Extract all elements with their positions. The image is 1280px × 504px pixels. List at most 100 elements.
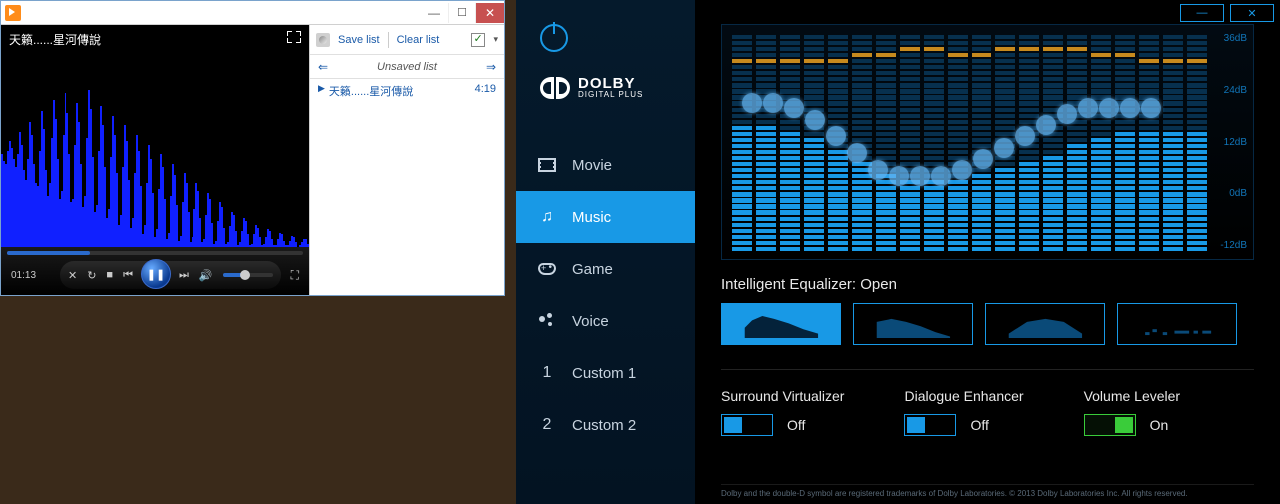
dolby-minimize-button[interactable]: — <box>1180 4 1224 22</box>
volume-slider[interactable] <box>223 273 273 277</box>
nav-item-c1[interactable]: 1 Custom 1 <box>516 347 695 399</box>
wmp-window: — ☐ ✕ 天籟......星河傳說 01:13 ✕ ↻ ■ ⏮ ❚❚ ⏭ <box>0 0 505 296</box>
eq-band[interactable] <box>852 33 872 251</box>
spectrum-visualizer <box>1 87 309 247</box>
eq-band[interactable] <box>1043 33 1063 251</box>
equalizer-panel: 36dB24dB12dB0dB-12dB <box>721 24 1254 260</box>
db-label: -12dB <box>1211 240 1247 251</box>
eq-band[interactable] <box>972 33 992 251</box>
playlist-back-button[interactable]: ⇐ <box>318 60 328 74</box>
dolby-main-panel: — ✕ 36dB24dB12dB0dB-12dB Intelligent Equ… <box>695 0 1280 504</box>
eq-band[interactable] <box>1187 33 1207 251</box>
playlist-item-duration: 4:19 <box>475 83 496 99</box>
eq-band[interactable] <box>924 33 944 251</box>
toggle-value: Off <box>970 417 988 433</box>
num2-icon: 2 <box>538 416 556 434</box>
movie-icon <box>538 156 556 174</box>
fullscreen-toggle-icon[interactable]: ⛶ <box>291 268 299 283</box>
double-d-icon <box>540 77 570 99</box>
toggle-surround-virtualizer: Surround VirtualizerOff <box>721 388 844 436</box>
eq-band[interactable] <box>1091 33 1111 251</box>
ieq-preset-balanced[interactable] <box>1117 303 1237 345</box>
playlist-forward-button[interactable]: ⇒ <box>486 60 496 74</box>
music-icon: ♫ <box>538 208 556 226</box>
wmp-body: 天籟......星河傳說 01:13 ✕ ↻ ■ ⏮ ❚❚ ⏭ 🔊 <box>1 25 504 295</box>
toggle-label: Volume Leveler <box>1084 388 1181 404</box>
nav-label: Voice <box>572 313 609 330</box>
nav-label: Game <box>572 261 613 278</box>
eq-band[interactable] <box>1139 33 1159 251</box>
wmp-transport-bar: 01:13 ✕ ↻ ■ ⏮ ❚❚ ⏭ 🔊 ⛶ <box>1 247 309 295</box>
wmp-visualization-pane: 天籟......星河傳說 01:13 ✕ ↻ ■ ⏮ ❚❚ ⏭ 🔊 <box>1 25 309 295</box>
game-icon <box>538 260 556 278</box>
stop-button[interactable]: ■ <box>106 269 113 281</box>
wmp-app-icon <box>5 5 21 21</box>
transport-pill: ✕ ↻ ■ ⏮ ❚❚ ⏭ 🔊 <box>60 261 281 289</box>
db-label: 12dB <box>1211 137 1247 148</box>
now-playing-title: 天籟......星河傳說 <box>9 31 101 48</box>
maximize-button[interactable]: ☐ <box>448 3 476 23</box>
playlist-item-name: 天籟......星河傳說 <box>329 83 475 99</box>
nav-item-movie[interactable]: Movie <box>516 139 695 191</box>
dolby-close-button[interactable]: ✕ <box>1230 4 1274 22</box>
repeat-button[interactable]: ↻ <box>87 269 96 282</box>
eq-band[interactable] <box>995 33 1015 251</box>
expand-corners-icon[interactable] <box>287 31 301 43</box>
eq-band[interactable] <box>876 33 896 251</box>
nav-item-voice[interactable]: Voice <box>516 295 695 347</box>
eq-band[interactable] <box>900 33 920 251</box>
toggle-label: Dialogue Enhancer <box>904 388 1023 404</box>
playlist-item[interactable]: ▶天籟......星河傳說4:19 <box>310 79 504 103</box>
nav-label: Movie <box>572 157 612 174</box>
eq-band[interactable] <box>1115 33 1135 251</box>
ieq-preset-open[interactable] <box>721 303 841 345</box>
footer-text: Dolby and the double-D symbol are regist… <box>721 484 1254 498</box>
playlist-check-icon[interactable] <box>471 33 485 47</box>
eq-band[interactable] <box>1067 33 1087 251</box>
toggle-switch[interactable] <box>904 414 956 436</box>
equalizer-bands[interactable] <box>732 33 1207 251</box>
toggle-switch[interactable] <box>1084 414 1136 436</box>
eq-band[interactable] <box>948 33 968 251</box>
close-button[interactable]: ✕ <box>476 3 504 23</box>
nav-label: Custom 1 <box>572 365 636 382</box>
play-pause-button[interactable]: ❚❚ <box>141 259 171 289</box>
nav-item-music[interactable]: ♫Music <box>516 191 695 243</box>
toggle-volume-leveler: Volume LevelerOn <box>1084 388 1181 436</box>
ieq-preset-rich[interactable] <box>853 303 973 345</box>
playlist-header: Unsaved list <box>328 61 486 73</box>
eq-band[interactable] <box>780 33 800 251</box>
previous-button[interactable]: ⏮ <box>123 269 133 282</box>
eq-band[interactable] <box>1019 33 1039 251</box>
eq-band[interactable] <box>828 33 848 251</box>
wmp-titlebar[interactable]: — ☐ ✕ <box>1 1 504 25</box>
shuffle-button[interactable]: ✕ <box>68 269 77 282</box>
nav-item-c2[interactable]: 2 Custom 2 <box>516 399 695 451</box>
eq-band[interactable] <box>1163 33 1183 251</box>
minimize-button[interactable]: — <box>420 3 448 23</box>
wmp-playlist-pane: Save list Clear list ▾ ⇐ Unsaved list ⇒ … <box>309 25 504 295</box>
save-list-button[interactable]: Save list <box>338 34 380 46</box>
db-label: 36dB <box>1211 33 1247 44</box>
mute-button[interactable]: 🔊 <box>199 269 213 282</box>
num1-icon: 1 <box>538 364 556 382</box>
clear-list-button[interactable]: Clear list <box>397 34 440 46</box>
seek-slider[interactable] <box>7 251 303 255</box>
brand-text: DOLBY <box>578 76 643 91</box>
ieq-preset-focused[interactable] <box>985 303 1105 345</box>
db-scale-labels: 36dB24dB12dB0dB-12dB <box>1211 33 1247 251</box>
dolby-logo: DOLBY DIGITAL PLUS <box>540 76 695 99</box>
power-button[interactable] <box>540 24 568 52</box>
db-label: 0dB <box>1211 188 1247 199</box>
ieq-status-label: Intelligent Equalizer: Open <box>721 276 1254 293</box>
ieq-preset-row <box>721 303 1254 345</box>
next-button[interactable]: ⏭ <box>179 269 189 282</box>
nav-item-game[interactable]: Game <box>516 243 695 295</box>
eq-band[interactable] <box>732 33 752 251</box>
eq-band[interactable] <box>804 33 824 251</box>
elapsed-time: 01:13 <box>11 270 50 281</box>
toggle-switch[interactable] <box>721 414 773 436</box>
nav-label: Custom 2 <box>572 417 636 434</box>
eq-band[interactable] <box>756 33 776 251</box>
playlist-dropdown-icon[interactable]: ▾ <box>493 34 498 45</box>
